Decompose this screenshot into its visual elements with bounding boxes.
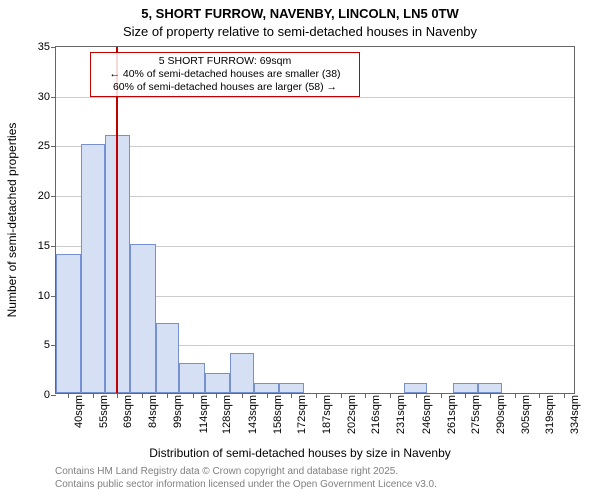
x-tick-label: 334sqm bbox=[569, 395, 581, 434]
histogram-bar bbox=[179, 363, 204, 393]
x-tick-label: 84sqm bbox=[147, 395, 159, 428]
x-tick-mark bbox=[117, 393, 118, 398]
histogram-bar bbox=[205, 373, 230, 393]
histogram-bar bbox=[156, 323, 180, 393]
x-tick-label: 261sqm bbox=[446, 395, 458, 434]
x-tick-mark bbox=[564, 393, 565, 398]
x-tick-mark bbox=[291, 393, 292, 398]
y-tick-label: 25 bbox=[38, 140, 50, 152]
x-tick-label: 319sqm bbox=[544, 395, 556, 434]
annotation-line: 60% of semi-detached houses are larger (… bbox=[97, 81, 353, 94]
histogram-bar bbox=[279, 383, 304, 393]
x-tick-label: 99sqm bbox=[172, 395, 184, 428]
annotation-box: 5 SHORT FURROW: 69sqm← 40% of semi-detac… bbox=[90, 52, 360, 97]
x-tick-mark bbox=[515, 393, 516, 398]
x-tick-label: 202sqm bbox=[346, 395, 358, 434]
x-tick-label: 246sqm bbox=[421, 395, 433, 434]
x-tick-label: 187sqm bbox=[321, 395, 333, 434]
histogram-bar bbox=[404, 383, 428, 393]
y-tick-mark bbox=[51, 146, 56, 147]
y-tick-mark bbox=[51, 395, 56, 396]
x-tick-label: 275sqm bbox=[470, 395, 482, 434]
histogram-bar bbox=[81, 144, 105, 393]
reference-line bbox=[116, 47, 118, 393]
y-tick-mark bbox=[51, 47, 56, 48]
y-tick-label: 5 bbox=[44, 339, 50, 351]
y-tick-label: 35 bbox=[38, 41, 50, 53]
x-tick-mark bbox=[390, 393, 391, 398]
x-tick-mark bbox=[93, 393, 94, 398]
x-tick-mark bbox=[539, 393, 540, 398]
x-tick-mark bbox=[490, 393, 491, 398]
histogram-bar bbox=[254, 383, 279, 393]
histogram-bar bbox=[56, 254, 81, 393]
annotation-line: 5 SHORT FURROW: 69sqm bbox=[97, 55, 353, 68]
x-tick-label: 290sqm bbox=[495, 395, 507, 434]
y-tick-mark bbox=[51, 246, 56, 247]
attribution-line-2: Contains public sector information licen… bbox=[55, 479, 437, 490]
attribution-line-1: Contains HM Land Registry data © Crown c… bbox=[55, 466, 398, 477]
x-axis-label: Distribution of semi-detached houses by … bbox=[0, 446, 600, 460]
x-tick-mark bbox=[142, 393, 143, 398]
x-tick-mark bbox=[242, 393, 243, 398]
attribution-text: Contains HM Land Registry data © Crown c… bbox=[55, 466, 437, 491]
y-tick-mark bbox=[51, 196, 56, 197]
x-tick-label: 158sqm bbox=[272, 395, 284, 434]
x-tick-mark bbox=[416, 393, 417, 398]
x-tick-label: 40sqm bbox=[73, 395, 85, 428]
x-tick-mark bbox=[316, 393, 317, 398]
x-tick-label: 128sqm bbox=[221, 395, 233, 434]
y-tick-label: 30 bbox=[38, 91, 50, 103]
gridline bbox=[56, 146, 574, 147]
x-tick-mark bbox=[441, 393, 442, 398]
x-tick-label: 55sqm bbox=[98, 395, 110, 428]
histogram-bar bbox=[453, 383, 478, 393]
x-tick-mark bbox=[365, 393, 366, 398]
x-tick-mark bbox=[216, 393, 217, 398]
x-tick-mark bbox=[341, 393, 342, 398]
x-tick-label: 231sqm bbox=[395, 395, 407, 434]
y-tick-label: 20 bbox=[38, 190, 50, 202]
x-tick-mark bbox=[465, 393, 466, 398]
x-tick-mark bbox=[267, 393, 268, 398]
x-tick-mark bbox=[193, 393, 194, 398]
chart-title-sub: Size of property relative to semi-detach… bbox=[0, 24, 600, 39]
x-tick-label: 305sqm bbox=[520, 395, 532, 434]
chart-title-main: 5, SHORT FURROW, NAVENBY, LINCOLN, LN5 0… bbox=[0, 6, 600, 21]
y-tick-label: 10 bbox=[38, 290, 50, 302]
histogram-bar bbox=[230, 353, 254, 393]
gridline bbox=[56, 196, 574, 197]
x-tick-label: 172sqm bbox=[296, 395, 308, 434]
x-tick-label: 216sqm bbox=[370, 395, 382, 434]
y-tick-label: 15 bbox=[38, 240, 50, 252]
y-axis-label: Number of semi-detached properties bbox=[5, 123, 19, 318]
y-tick-mark bbox=[51, 97, 56, 98]
x-tick-label: 143sqm bbox=[247, 395, 259, 434]
y-tick-label: 0 bbox=[44, 389, 50, 401]
x-tick-label: 69sqm bbox=[122, 395, 134, 428]
x-tick-label: 114sqm bbox=[198, 395, 210, 433]
chart-container: 5, SHORT FURROW, NAVENBY, LINCOLN, LN5 0… bbox=[0, 0, 600, 500]
annotation-line: ← 40% of semi-detached houses are smalle… bbox=[97, 68, 353, 81]
plot-area: 0510152025303540sqm55sqm69sqm84sqm99sqm1… bbox=[55, 46, 575, 394]
histogram-bar bbox=[130, 244, 155, 393]
x-tick-mark bbox=[68, 393, 69, 398]
x-tick-mark bbox=[167, 393, 168, 398]
histogram-bar bbox=[478, 383, 502, 393]
